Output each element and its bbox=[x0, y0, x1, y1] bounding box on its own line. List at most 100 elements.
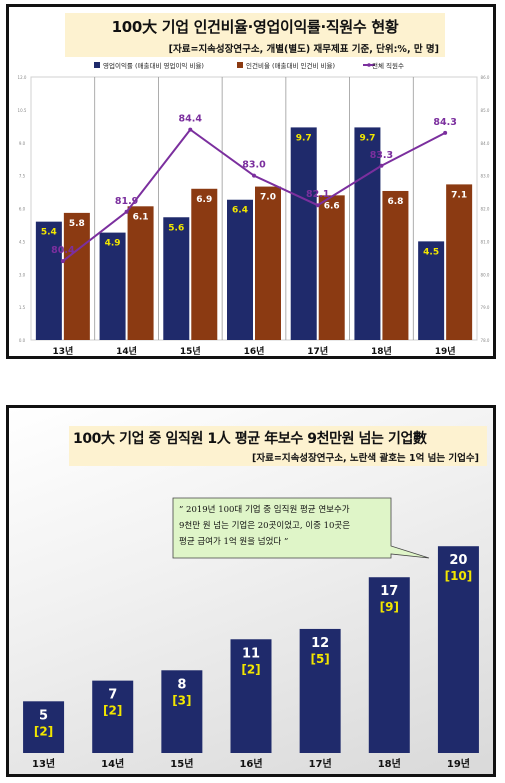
chart2-bar bbox=[92, 680, 134, 753]
chart1-left-tick: 7.5 bbox=[19, 174, 26, 179]
callout-text: ” 2019년 100대 기업 중 임직원 평균 연보수가 9천만 원 넘는 기… bbox=[179, 502, 389, 550]
chart1-right-tick: 79.0 bbox=[481, 305, 490, 310]
chart1-line-label: 84.4 bbox=[179, 114, 203, 125]
chart2-category-label: 15년 bbox=[170, 757, 193, 770]
chart1-line-label: 82.1 bbox=[306, 189, 329, 200]
chart1-bar-label: 4.9 bbox=[105, 239, 121, 249]
chart1-line-label: 81.9 bbox=[115, 196, 138, 207]
chart1-bar bbox=[318, 195, 345, 340]
chart1-plot-area bbox=[30, 76, 478, 341]
chart2-bar-subvalue: [2] bbox=[34, 724, 53, 738]
chart1-bar bbox=[35, 221, 62, 340]
chart1-bar-label: 6.1 bbox=[133, 212, 149, 222]
chart2-bar bbox=[161, 670, 203, 753]
chart1-bar-label: 5.8 bbox=[69, 219, 85, 229]
chart1-bar bbox=[446, 184, 473, 340]
chart1-bar-label: 6.8 bbox=[387, 197, 403, 207]
chart1-legend-label: 영업이익률 (매출대비 영업이익 비율) bbox=[103, 61, 204, 70]
chart1-bar-label: 9.7 bbox=[296, 133, 312, 143]
chart1-category-label: 16년 bbox=[244, 345, 265, 357]
chart2-plot: 5[2]7[2]8[3]11[2]12[5]17[9]20[10]13년 14년 1… bbox=[23, 497, 479, 770]
chart2-bar-subvalue: [5] bbox=[310, 652, 329, 666]
chart2-bar-value: 20 bbox=[449, 553, 467, 568]
chart1-category-label: 13년 bbox=[52, 345, 73, 357]
chart1-right-tick: 80.0 bbox=[481, 272, 490, 277]
chart2-category-label: 13년 bbox=[32, 757, 55, 770]
chart2-bar-value: 12 bbox=[311, 636, 329, 651]
chart1-line-label: 83.3 bbox=[370, 150, 393, 161]
chart1-bar-label: 7.0 bbox=[260, 193, 276, 203]
chart1-category-label: 14년 bbox=[116, 345, 137, 357]
chart1-line-point bbox=[60, 259, 65, 264]
chart1-left-tick: 6.0 bbox=[19, 207, 26, 212]
chart1-left-tick: 10.5 bbox=[18, 108, 27, 113]
chart1-bar bbox=[255, 186, 281, 340]
chart1-bar-label: 6.9 bbox=[196, 195, 212, 205]
callout-line-3: 평균 급여가 1억 원을 넘었다 ” bbox=[179, 537, 289, 547]
chart1-bar bbox=[163, 217, 190, 340]
chart1-legend-swatch bbox=[237, 62, 243, 68]
chart1-category-label: 17년 bbox=[307, 345, 328, 357]
chart2-bar bbox=[230, 639, 272, 753]
chart1-line-point bbox=[379, 163, 384, 168]
chart1-bar bbox=[227, 199, 253, 340]
chart2-category-label: 14년 bbox=[101, 757, 124, 770]
chart2-bar bbox=[437, 546, 479, 753]
chart1-subtitle: [자료=지속성장연구소, 개별(별도) 재무제표 기준, 단위:%, 만 명] bbox=[168, 44, 439, 55]
chart2-bar bbox=[23, 701, 65, 753]
chart-panel-staff-ratio: 100大 기업 인건비율·영업이익률·직원수 현황 [자료=지속성장연구소, 개… bbox=[6, 4, 496, 359]
chart2-bar-value: 8 bbox=[177, 677, 186, 692]
chart1-legend-marker bbox=[367, 63, 371, 67]
chart1-title-box: 100大 기업 인건비율·영업이익률·직원수 현황 [자료=지속성장연구소, 개… bbox=[65, 13, 445, 57]
chart1-category-label: 19년 bbox=[435, 345, 456, 357]
callout-line-2: 9천만 원 넘는 기업은 20곳이었고, 이중 10곳은 bbox=[179, 521, 351, 531]
chart1-category-label: 15년 bbox=[180, 345, 201, 357]
chart1-line-point bbox=[188, 127, 193, 132]
chart1-title: 100大 기업 인건비율·영업이익률·직원수 현황 bbox=[111, 18, 399, 36]
chart1-bar bbox=[382, 190, 409, 340]
chart1-bar bbox=[354, 127, 381, 341]
chart1-left-tick: 9.0 bbox=[19, 141, 26, 146]
chart1-bar bbox=[63, 212, 90, 340]
chart2-category-label: 16년 bbox=[239, 757, 262, 770]
chart2-title: 100大 기업 중 임직원 1人 평균 年보수 9천만원 넘는 기업數 bbox=[73, 431, 427, 447]
chart1-bar-label: 6.4 bbox=[232, 206, 248, 216]
chart1-line-label: 80.4 bbox=[51, 245, 75, 256]
chart1-right-tick: 81.0 bbox=[481, 239, 490, 244]
chart-panel-high-pay: 100大 기업 중 임직원 1人 평균 年보수 9천만원 넘는 기업數 [자료=… bbox=[6, 405, 496, 777]
chart2-bar-value: 17 bbox=[380, 584, 398, 599]
callout-line-1: ” 2019년 100대 기업 중 임직원 평균 연보수가 bbox=[179, 505, 350, 515]
chart2-bar-subvalue: [9] bbox=[380, 600, 399, 614]
chart1-bar bbox=[127, 206, 154, 340]
chart2-bar-subvalue: [10] bbox=[445, 569, 473, 583]
chart2-bar-subvalue: [3] bbox=[172, 693, 191, 707]
chart1-line-label: 83.0 bbox=[242, 160, 266, 171]
chart1-line-point bbox=[315, 203, 320, 208]
chart2-bar-subvalue: [2] bbox=[103, 704, 122, 718]
chart1-line-label: 84.3 bbox=[433, 117, 456, 128]
chart2-category-label: 18년 bbox=[378, 757, 401, 770]
chart2-bar-value: 5 bbox=[39, 708, 48, 723]
chart1-legend-swatch bbox=[94, 62, 100, 68]
chart1-left-tick: 1.5 bbox=[19, 305, 26, 310]
chart1-right-tick: 83.0 bbox=[481, 174, 490, 179]
callout-box bbox=[172, 497, 430, 559]
chart2-bar-value: 11 bbox=[242, 646, 260, 661]
chart1-line-point bbox=[443, 130, 448, 135]
chart1-bar-label: 6.6 bbox=[324, 201, 340, 211]
chart2-subtitle: [자료=지속성장연구소, 노란색 괄호는 1억 넘는 기업수] bbox=[252, 453, 479, 464]
chart1-bar bbox=[418, 241, 445, 340]
chart1-bar bbox=[191, 188, 218, 340]
chart2-bar bbox=[368, 577, 410, 753]
chart1-right-tick: 78.0 bbox=[481, 338, 490, 343]
chart1-legend-label: 전체 직원수 bbox=[372, 61, 404, 70]
chart1-bar-label: 5.4 bbox=[41, 228, 57, 238]
chart1-right-tick: 82.0 bbox=[481, 207, 490, 212]
chart2-category-label: 19년 bbox=[447, 757, 470, 770]
chart1-bar bbox=[99, 232, 126, 340]
chart2-bar-value: 7 bbox=[108, 688, 117, 703]
chart2-bar bbox=[299, 628, 341, 753]
chart1-bar-label: 4.5 bbox=[423, 247, 439, 257]
chart1-plot: 0.0 1.5 3.0 4.5 6.0 7.5 9.0 10.5 12.0 78.0 79.0 80.… bbox=[18, 61, 490, 357]
chart1-bar-label: 5.6 bbox=[168, 223, 184, 233]
